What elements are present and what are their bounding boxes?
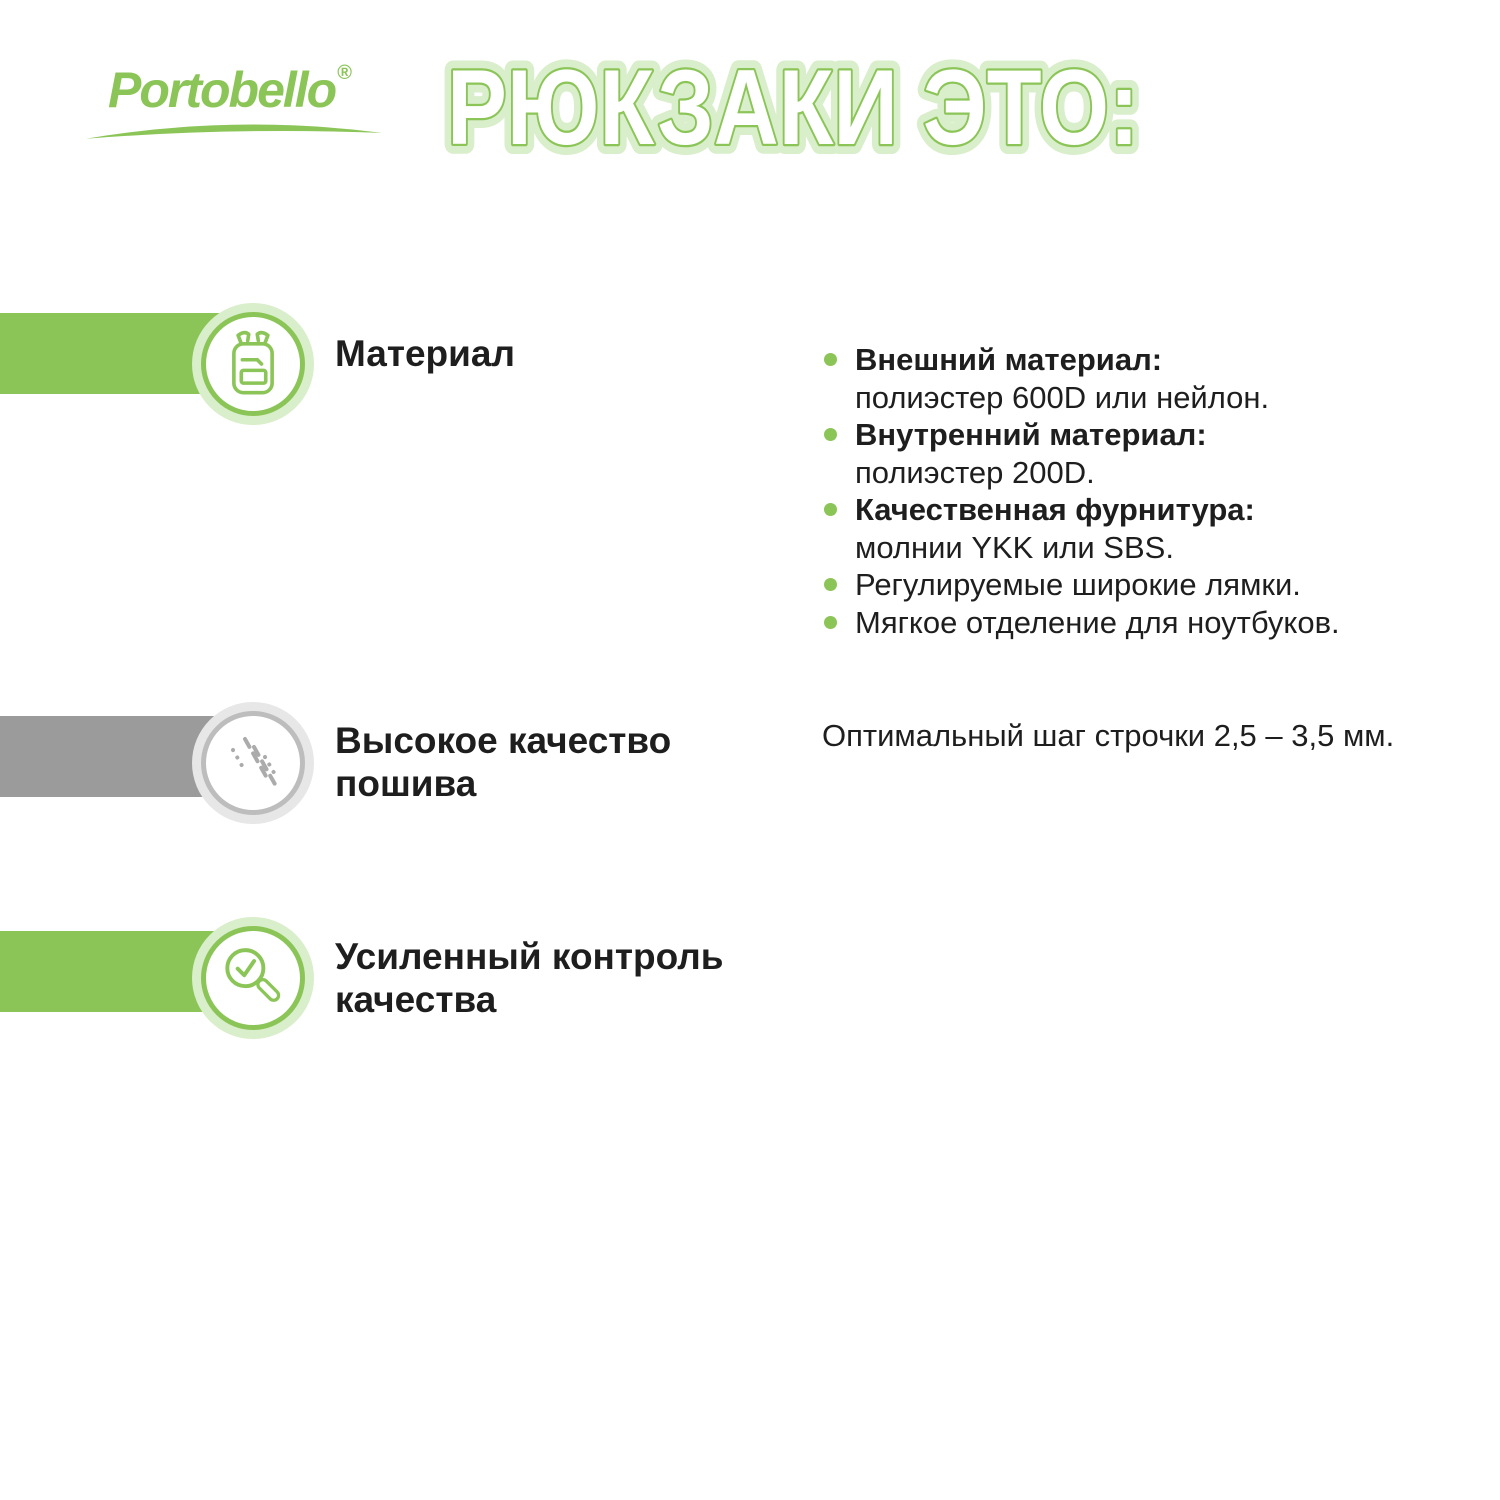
section-icon-badge xyxy=(192,702,314,824)
bullet-dot-icon xyxy=(824,615,837,629)
section-icon-circle xyxy=(201,711,305,815)
section-title-line: пошива xyxy=(335,763,477,804)
bullet-title: Внутренний материал: xyxy=(855,417,1207,452)
stitching-icon xyxy=(231,737,279,788)
bullet-dot-icon xyxy=(824,353,837,366)
bullet-desc: полиэстер 600D или нейлон. xyxy=(855,379,1270,415)
section-title-line: Высокое качество xyxy=(335,720,672,761)
section-icon-badge xyxy=(192,303,314,425)
list-item: Качественная фурнитура: молнии YKK или SB… xyxy=(822,491,1422,566)
bullet-dot-icon xyxy=(824,428,837,441)
list-item: Мягкое отделение для ноутбуков. xyxy=(822,604,1422,642)
brand-logo: Portobello ® xyxy=(108,62,352,118)
brand-logo-text: Portobello xyxy=(108,62,337,118)
list-item: Внешний материал: полиэстер 600D или нейл… xyxy=(822,341,1422,416)
section-icon-circle xyxy=(201,312,305,416)
section-title-line: Усиленный контроль xyxy=(335,936,724,977)
bullet-list: Внешний материал: полиэстер 600D или нейл… xyxy=(822,341,1422,641)
section-title-line: Материал xyxy=(335,333,515,374)
bullet-title: Качественная фурнитура: xyxy=(855,492,1255,527)
magnifier-check-icon xyxy=(225,948,281,1002)
bullet-dot-icon xyxy=(824,503,837,516)
page-title-outline: РЮКЗАКИ ЭТО: xyxy=(447,47,1139,167)
list-item: Внутренний материал: полиэстер 200D. xyxy=(822,416,1422,491)
section-icon-badge xyxy=(192,917,314,1039)
bullet-desc: Мягкое отделение для ноутбуков. xyxy=(855,604,1340,640)
page-title-text: РЮКЗАКИ ЭТО: xyxy=(447,47,1139,167)
backpack-icon xyxy=(232,330,274,395)
section-icon-circle xyxy=(201,926,305,1030)
section-title: Усиленный контроль качества xyxy=(335,935,724,1021)
list-item: Регулируемые широкие лямки. xyxy=(822,566,1422,604)
logo-swoosh-icon xyxy=(85,124,383,139)
page-title: РЮКЗАКИ ЭТО: РЮКЗАКИ ЭТО: xyxy=(437,37,1149,177)
bullet-title: Внешний материал: xyxy=(855,342,1163,377)
registered-trademark-icon: ® xyxy=(337,62,352,84)
section-title: Высокое качество пошива xyxy=(335,719,671,805)
section-title-line: качества xyxy=(335,979,497,1020)
bullet-dot-icon xyxy=(824,578,837,591)
bullet-desc: молнии YKK или SBS. xyxy=(855,529,1174,565)
stitch-note: Оптимальный шаг строчки 2,5 – 3,5 мм. xyxy=(822,718,1395,753)
section-title: Материал xyxy=(335,332,515,375)
bullet-desc: полиэстер 200D. xyxy=(855,454,1095,490)
bullet-desc: Регулируемые широкие лямки. xyxy=(855,567,1301,602)
